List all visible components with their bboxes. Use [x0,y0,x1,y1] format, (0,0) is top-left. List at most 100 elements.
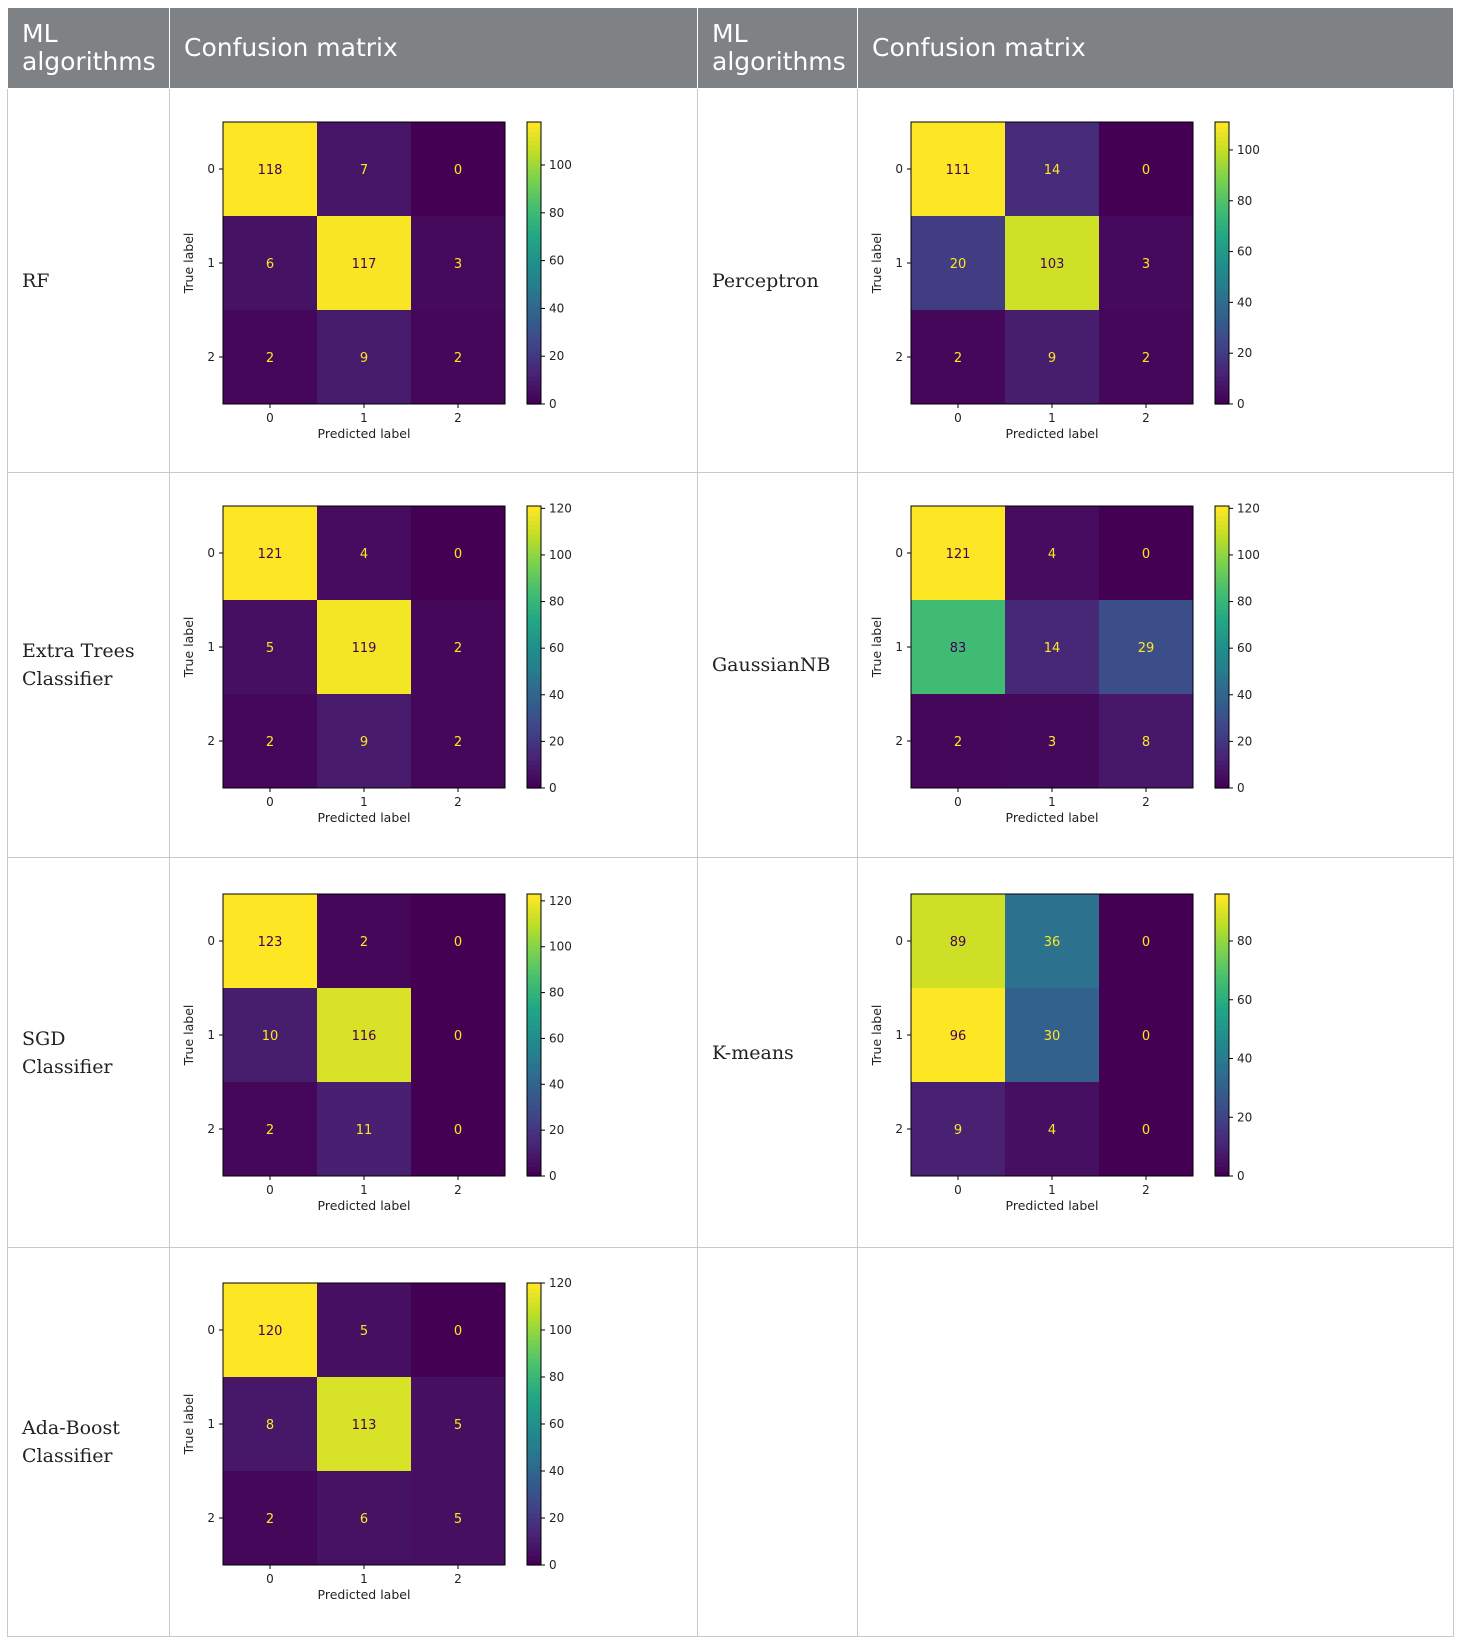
colorbar-segment [527,595,541,601]
colorbar-segment [1215,375,1229,382]
y-tick-label: 2 [207,350,215,364]
heatmap-cell [411,600,505,695]
colorbar-segment [1215,1025,1229,1031]
colorbar-segment [527,783,541,789]
colorbar-segment [527,652,541,658]
cell-value-label: 6 [360,1512,368,1527]
heatmap-cell [411,893,505,988]
colorbar-segment [1215,1124,1229,1130]
cell-value-label: 8 [266,1418,274,1433]
colorbar-tick-label: 20 [549,1511,564,1525]
colorbar-segment [527,126,541,132]
colorbar-segment [1215,277,1229,283]
colorbar: 0 20 40 60 80 100 120 [1214,502,1260,795]
colorbar-segment [527,1171,541,1177]
colorbar-segment [1215,912,1229,918]
colorbar-segment [527,150,541,156]
colorbar-segment [527,553,541,559]
colorbar-segment [527,1091,541,1097]
cell-value-label: 2 [1142,351,1150,366]
heatmap-cell [1099,893,1193,988]
y-tick-label: 2 [895,1122,903,1136]
colorbar-segment [1215,576,1229,583]
colorbar-segment [1215,253,1229,259]
cell-value-label: 118 [258,163,283,178]
cell-value-label: 5 [454,1512,462,1527]
colorbar-segment [527,1551,541,1557]
colorbar-segment [1215,178,1229,184]
heatmap-cell [911,310,1005,404]
colorbar-segment [1215,921,1229,928]
colorbar-segment [527,277,541,283]
heatmap-cell [411,1377,505,1472]
colorbar-segment [1215,1039,1229,1045]
empty-cell [697,1247,858,1637]
colorbar-segment [527,1325,541,1331]
cell-value-label: 120 [258,1324,283,1339]
colorbar-segment [527,1523,541,1529]
header-ml-algorithms-right: ML algorithms [697,7,858,89]
colorbar-segment [1215,661,1229,667]
colorbar-segment [1215,647,1229,653]
colorbar-segment [1215,945,1229,951]
colorbar-segment [1215,1156,1229,1163]
colorbar-segment [527,600,541,606]
heatmap-cell [223,893,317,988]
colorbar-segment [527,642,541,648]
colorbar-segment [527,187,541,194]
colorbar-segment [527,633,541,639]
heatmap-cell [317,1377,411,1472]
colorbar-segment [527,978,541,984]
heatmap-cell [911,600,1005,695]
heatmap-cell [911,1081,1005,1176]
algorithm-name-perceptron: Perceptron [697,87,858,474]
colorbar-tick-label: 120 [1237,502,1260,516]
colorbar-segment [527,1438,541,1444]
colorbar-segment [1215,903,1229,909]
colorbar-segment [527,1344,541,1350]
colorbar-segment [527,1391,541,1397]
colorbar-segment [527,774,541,780]
heatmap-cell [317,122,411,216]
cell-value-label: 0 [454,1123,462,1138]
colorbar-tick-label: 20 [549,349,564,363]
colorbar-segment [527,950,541,956]
colorbar-segment [527,515,541,522]
colorbar-segment [527,675,541,681]
heatmap-cell [223,1081,317,1176]
x-axis-label: Predicted label [318,1587,411,1602]
colorbar-segment [1215,220,1229,226]
colorbar-segment [527,1124,541,1130]
colorbar-segment [527,1138,541,1144]
cell-value-label: 2 [360,935,368,950]
confusion-matrix-extra-trees: 121 4 0 5 119 2 2 9 2 0 1 2 0 1 2 Predicted label True l… [169,472,698,858]
colorbar-segment [1215,637,1229,644]
colorbar-segment [527,131,541,137]
colorbar-segment [1215,898,1229,904]
colorbar-segment [1215,666,1229,672]
cell-value-label: 9 [360,351,368,366]
x-axis-label: Predicted label [318,1198,411,1213]
colorbar-segment [1215,197,1229,203]
colorbar-segment [527,192,541,198]
y-axis-label: True label [181,617,196,679]
colorbar-segment [527,736,541,742]
cell-value-label: 5 [454,1418,462,1433]
colorbar-segment [527,310,541,316]
heatmap-cell [317,1081,411,1176]
heatmap-cell [223,506,317,601]
cell-value-label: 5 [360,1324,368,1339]
cell-value-label: 0 [1142,163,1150,178]
heatmap-cell [411,216,505,310]
cell-value-label: 2 [266,1512,274,1527]
colorbar-segment [527,936,541,942]
colorbar-segment [527,258,541,264]
colorbar-segment [1215,600,1229,606]
algorithm-name-ada-boost: Ada-Boost Classifier [7,1247,170,1637]
cell-value-label: 0 [454,935,462,950]
colorbar-segment [527,380,541,386]
colorbar-segment [1215,978,1229,984]
colorbar-segment [527,1039,541,1045]
